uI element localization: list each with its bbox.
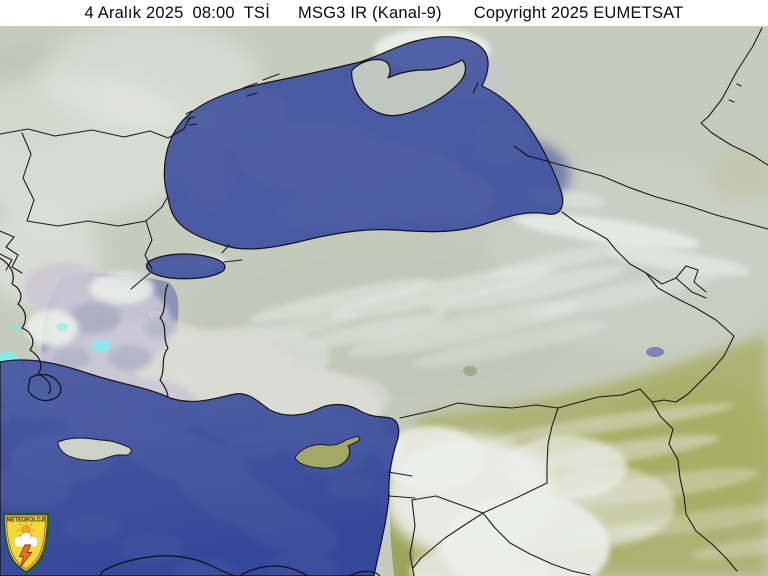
africa-coast-mid: [239, 565, 309, 576]
anatolia-cloud-streaks: [242, 240, 720, 368]
peloponnese-coast: [27, 373, 62, 402]
syria-iraq-cloud-streaks: [487, 403, 768, 560]
coastlines: [0, 27, 768, 576]
country-borders: [0, 73, 768, 576]
greek-coast: [0, 257, 51, 395]
logo-organization-text: METEOROLOJİ: [7, 517, 45, 524]
africa-coast-east: [349, 570, 381, 576]
meteoroloji-logo: METEOROLOJİ: [2, 512, 50, 574]
product-label: MSG3 IR (Kanal-9): [298, 4, 442, 22]
timestamp-time: 08:00: [192, 4, 235, 22]
caspian-islets: [728, 83, 742, 103]
africa-coast-west: [99, 555, 236, 576]
caspian-coast: [700, 27, 768, 166]
timestamp-date: 4 Aralık 2025: [84, 4, 184, 22]
dardanelles: [130, 272, 151, 290]
ir-satellite-scene: METEOROLOJİ: [0, 26, 768, 576]
izmit-gulf: [223, 259, 243, 263]
bosphorus: [221, 244, 230, 254]
cloud-icon: [13, 532, 39, 547]
satellite-map: METEOROLOJİ: [0, 26, 768, 576]
copyright-label: Copyright 2025 EUMETSAT: [473, 4, 684, 22]
logo-inner-line: [6, 515, 46, 570]
turkish-aegean-coast: [159, 283, 169, 399]
lightning-icon: [18, 544, 33, 568]
dnieper-limans: [242, 73, 280, 97]
lakes: [463, 347, 664, 376]
title-bar: 4 Aralık 2025 08:00 TSİ MSG3 IR (Kanal-9…: [0, 0, 768, 26]
timestamp-zone: TSİ: [243, 4, 271, 22]
kerch-strait: [472, 82, 479, 94]
